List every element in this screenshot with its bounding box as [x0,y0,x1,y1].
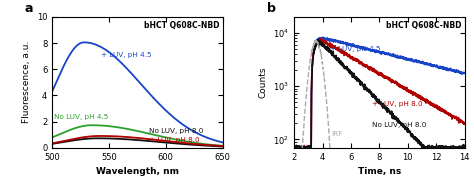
Text: No LUV, pH 8.0: No LUV, pH 8.0 [372,122,427,128]
Text: IRF: IRF [331,131,342,137]
X-axis label: Wavelength, nm: Wavelength, nm [96,167,179,176]
Text: + LUV, pH 4.5: + LUV, pH 4.5 [101,52,152,58]
Y-axis label: Counts: Counts [258,67,267,98]
Text: b: b [267,2,276,15]
Text: bHCT Q608C-NBD: bHCT Q608C-NBD [144,21,219,30]
Text: + LUV, pH 4.5: + LUV, pH 4.5 [329,46,380,52]
Text: + LUV, pH 8.0: + LUV, pH 8.0 [149,137,200,143]
Text: a: a [25,2,33,15]
Text: bHCT Q608C-NBD: bHCT Q608C-NBD [386,21,461,30]
X-axis label: Time, ns: Time, ns [358,167,401,176]
Y-axis label: Fluorescence, a.u.: Fluorescence, a.u. [22,41,31,123]
Text: No LUV, pH 8.0: No LUV, pH 8.0 [149,128,203,134]
Text: No LUV, pH 4.5: No LUV, pH 4.5 [55,114,109,120]
Text: + LUV, pH 8.0: + LUV, pH 8.0 [372,101,423,107]
